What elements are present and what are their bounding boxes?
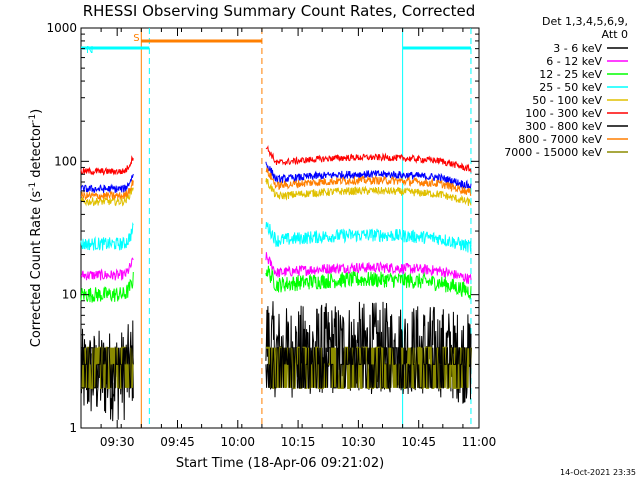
series-line <box>265 252 472 284</box>
y-axis-label-exp1: -1 <box>28 182 38 191</box>
legend-label: 7000 - 15000 keV <box>504 146 602 159</box>
low-count-line <box>80 347 134 389</box>
flag-bar <box>141 39 262 43</box>
series-line <box>265 221 472 253</box>
plot-area: SN <box>80 27 480 429</box>
x-tick-label: 10:15 <box>281 435 316 449</box>
timestamp: 14-Oct-2021 23:35 <box>560 468 636 477</box>
y-axis-label-end: ) <box>29 109 44 114</box>
x-tick-label: 11:00 <box>462 435 497 449</box>
observing-flags: SN <box>81 33 471 56</box>
y-axis-label-main: Corrected Count Rate (s <box>29 191 44 348</box>
y-axis-label: Corrected Count Rate (s-1 detector-1) <box>28 109 44 347</box>
series-line <box>265 144 472 173</box>
legend-label: 800 - 7000 keV <box>518 133 602 146</box>
y-tick-label: 10 <box>62 288 77 302</box>
legend-label: 50 - 100 keV <box>532 94 602 107</box>
series-line <box>80 173 134 194</box>
x-tick-label: 09:30 <box>100 435 135 449</box>
low-count-line <box>265 347 472 389</box>
flag-label: N <box>86 45 93 56</box>
legend-label: 300 - 800 keV <box>525 120 602 133</box>
y-axis-label-mid: detector <box>29 122 44 182</box>
series-line <box>80 155 134 176</box>
series-line <box>265 178 472 206</box>
legend-label: 6 - 12 keV <box>546 55 602 68</box>
series-line <box>80 187 134 207</box>
y-tick-label: 100 <box>54 154 77 168</box>
series-lines <box>80 144 472 422</box>
y-axis-label-exp2: -1 <box>28 114 38 123</box>
x-tick-label: 10:30 <box>341 435 376 449</box>
legend-label: 3 - 6 keV <box>553 42 602 55</box>
x-tick-label: 10:00 <box>220 435 255 449</box>
legend-label: 25 - 50 keV <box>539 81 602 94</box>
legend-label: 12 - 25 keV <box>539 68 602 81</box>
y-tick-label: 1000 <box>46 21 77 35</box>
legend-header-line-1: Det 1,3,4,5,6,9, <box>542 15 628 28</box>
series-line <box>265 161 472 190</box>
x-tick-labels: 09:30 09:45 10:00 10:15 10:30 10:45 11:00 <box>100 435 496 449</box>
series-line <box>265 167 472 196</box>
legend-label: 100 - 300 keV <box>525 107 602 120</box>
flag-bar <box>402 46 471 50</box>
x-axis-label: Start Time (18-Apr-06 09:21:02) <box>176 456 384 471</box>
series-line <box>80 222 134 251</box>
series-line <box>80 257 134 281</box>
series-line <box>80 271 134 303</box>
y-tick-labels: 1 10 100 1000 <box>46 21 77 435</box>
flag-bar <box>81 46 150 50</box>
chart-title: RHESSI Observing Summary Count Rates, Co… <box>83 2 476 20</box>
x-tick-label: 09:45 <box>160 435 195 449</box>
y-tick-label: 1 <box>69 421 77 435</box>
series-line <box>265 265 472 301</box>
axis-ticks <box>80 27 480 429</box>
series-line <box>80 179 134 200</box>
x-tick-label: 10:45 <box>401 435 436 449</box>
legend-header-line-2: Att 0 <box>602 28 628 41</box>
flag-label: S <box>133 33 139 44</box>
